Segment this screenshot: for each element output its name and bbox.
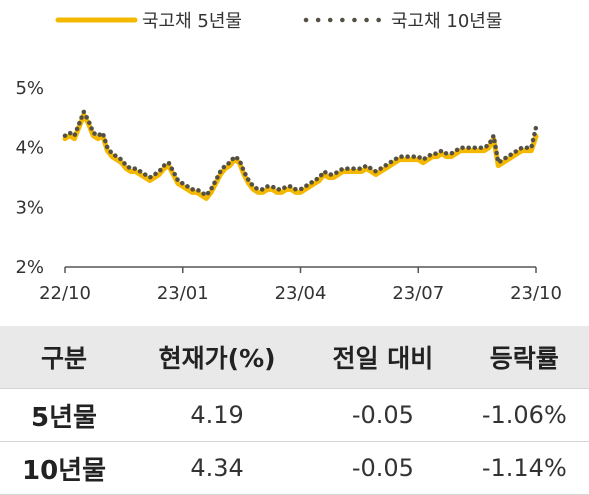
yield-line-chart: 국고채 5년물 국고채 10년물 5% 4% 3% 2% 22/10 23/01 23/0… [15, 11, 562, 304]
legend-label-5y: 국고채 5년물 [142, 11, 242, 32]
change-rate-cell: -1.06% [459, 388, 589, 442]
row-label: 10년물 [0, 441, 129, 495]
x-tick-label: 23/04 [275, 283, 327, 304]
x-tick-label: 23/10 [510, 283, 562, 304]
table-header-row: 구분 현재가(%) 전일 대비 등락률 [0, 326, 589, 389]
yield-quote-table: 구분 현재가(%) 전일 대비 등락률 5년물 4.19 -0.05 -1.06… [0, 326, 589, 495]
series-line-5y [62, 112, 539, 201]
series-line-10y [62, 109, 539, 198]
change-rate-cell: -1.14% [459, 441, 589, 495]
row-label: 5년물 [0, 388, 129, 442]
x-axis: 22/10 23/01 23/04 23/07 23/10 [39, 266, 562, 304]
current-value-cell: 4.34 [128, 441, 307, 495]
column-header: 등락률 [459, 326, 589, 389]
day-change-cell: -0.05 [306, 441, 460, 495]
column-header: 현재가(%) [128, 326, 307, 389]
x-tick-label: 23/01 [157, 283, 209, 304]
table-row: 5년물 4.19 -0.05 -1.06% [0, 388, 589, 442]
legend-label-10y: 국고채 10년물 [391, 11, 502, 32]
y-tick-label: 5% [15, 78, 44, 99]
x-tick-label: 23/07 [392, 283, 444, 304]
day-change-cell: -0.05 [306, 388, 460, 442]
y-axis: 5% 4% 3% 2% [15, 78, 44, 278]
y-tick-label: 3% [15, 197, 44, 218]
x-tick-label: 22/10 [39, 283, 91, 304]
column-header: 전일 대비 [306, 326, 460, 389]
series-layer [62, 109, 539, 201]
column-header: 구분 [0, 326, 129, 389]
table-row: 10년물 4.34 -0.05 -1.14% [0, 441, 589, 495]
y-tick-label: 2% [15, 257, 44, 278]
chart-legend: 국고채 5년물 국고채 10년물 [55, 11, 502, 32]
y-tick-label: 4% [15, 138, 44, 159]
current-value-cell: 4.19 [128, 388, 307, 442]
